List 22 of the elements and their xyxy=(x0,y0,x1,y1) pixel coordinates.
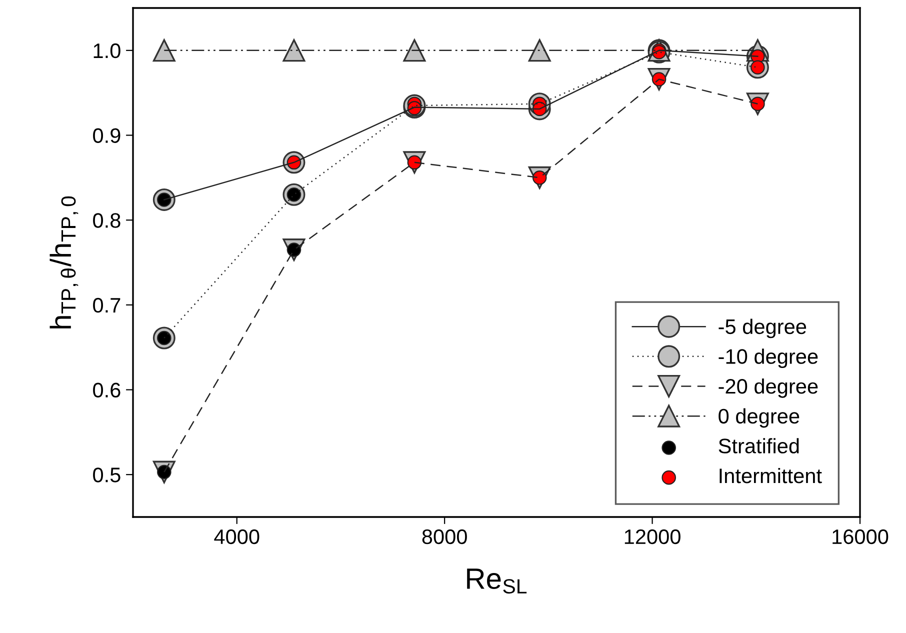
y-tick-label: 0.8 xyxy=(93,213,120,228)
legend-label: -20 degree xyxy=(718,378,818,398)
y-tick-label: 1.0 xyxy=(94,43,120,58)
legend-label: Stratified xyxy=(718,438,799,454)
point xyxy=(152,39,176,62)
x-tick-label: 16000 xyxy=(832,529,888,544)
y-tick-label: 0.7 xyxy=(93,298,120,313)
y-axis-title: h$_{TP,θ}$/h$_{TP,0}$ xyxy=(50,196,78,328)
point xyxy=(528,39,551,62)
legend-label: -5 degree xyxy=(718,318,806,338)
point xyxy=(403,39,426,62)
x-axis-title: Re$_{SL}$ xyxy=(467,568,527,594)
x-tick-label: 8000 xyxy=(422,529,467,544)
x-tick-label: 4000 xyxy=(214,529,260,544)
legend-label: -10 degree xyxy=(718,348,818,368)
y-tick-label: 0.6 xyxy=(93,382,120,398)
legend-label: Intermittent xyxy=(720,468,822,484)
legend-label: 0 degree xyxy=(718,408,800,428)
y-tick-label: 0.5 xyxy=(93,468,120,482)
y-tick-label: 0.9 xyxy=(93,128,120,144)
point xyxy=(282,39,306,62)
x-tick-label: 12000 xyxy=(624,529,680,544)
